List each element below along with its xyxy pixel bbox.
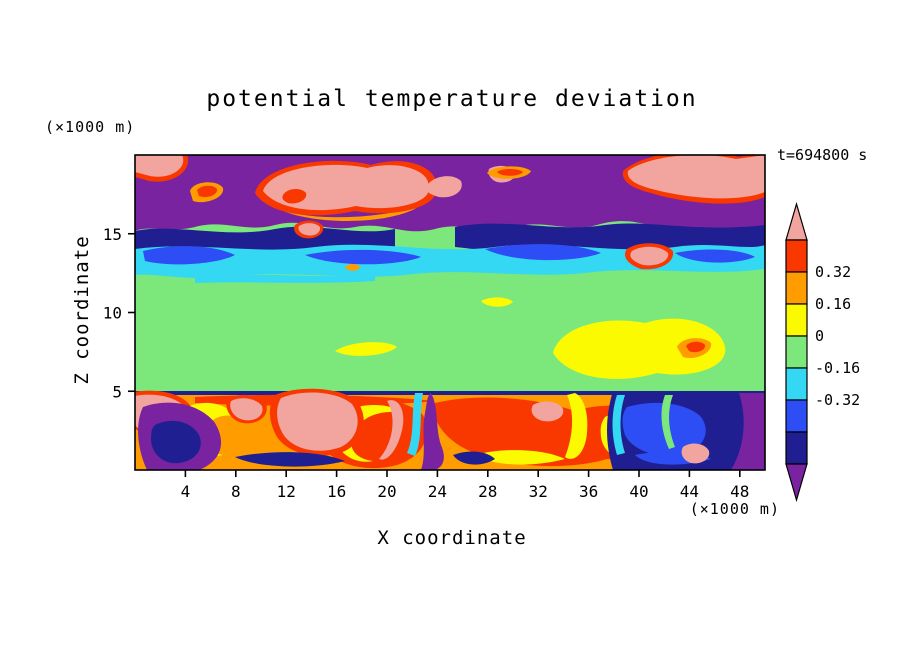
contour-region [481, 297, 513, 307]
y-tick-label: 5 [112, 382, 122, 401]
colorbar-cell [785, 271, 808, 305]
x-tick-label: 16 [327, 482, 346, 501]
contour-region [630, 246, 669, 266]
contour-region [686, 341, 706, 353]
y-axis-unit-label: (×1000 m) [45, 118, 136, 136]
x-tick-label: 20 [377, 482, 396, 501]
contour-region [565, 393, 588, 459]
x-tick-label: 4 [181, 482, 191, 501]
chart-title: potential temperature deviation [206, 86, 698, 112]
colorbar-label: 0 [815, 327, 824, 345]
time-annotation: t=694800 s [777, 146, 868, 164]
x-tick-label: 36 [579, 482, 598, 501]
contour-region [135, 155, 184, 177]
y-axis-label: Z coordinate [71, 235, 93, 385]
y-tick-label: 10 [103, 304, 122, 323]
colorbar-cell [785, 399, 808, 433]
x-tick-label: 12 [277, 482, 296, 501]
contour-region [681, 443, 710, 464]
colorbar: 0.32 0.16 0 -0.16 -0.32 [785, 201, 860, 503]
contour-region [497, 169, 523, 176]
contour-region [453, 451, 495, 465]
contour-region [531, 401, 564, 422]
contour-region [277, 392, 358, 451]
contour-region [675, 249, 755, 263]
x-axis-label: X coordinate [377, 527, 527, 549]
colorbar-arrow-top [785, 201, 808, 241]
colorbar-cell [785, 239, 808, 273]
contour-region [235, 452, 345, 467]
contour-region [407, 393, 423, 456]
colorbar-cell [785, 367, 808, 401]
contour-region [379, 400, 404, 460]
contour-region [421, 393, 444, 470]
colorbar-cell [785, 431, 808, 465]
colorbar-label: 0.16 [815, 295, 851, 313]
contour-region [197, 185, 218, 198]
colorbar-label: 0.32 [815, 263, 851, 281]
contour-region [731, 393, 765, 470]
x-axis-ticks: 4 8 12 16 20 24 28 32 36 40 44 48 [181, 470, 749, 501]
x-tick-label: 28 [478, 482, 497, 501]
contour-region [135, 244, 765, 279]
colorbar-label: -0.16 [815, 359, 860, 377]
x-tick-label: 40 [629, 482, 648, 501]
contour-region [345, 264, 360, 271]
x-tick-label: 32 [529, 482, 548, 501]
contour-region [485, 244, 601, 261]
contour-region [661, 395, 675, 449]
x-tick-label: 48 [730, 482, 749, 501]
x-tick-label: 8 [231, 482, 241, 501]
colorbar-arrow-bottom [785, 463, 808, 503]
contour-region [425, 176, 462, 198]
contour-region [143, 246, 235, 265]
colorbar-cell [785, 335, 808, 369]
contour-region [282, 189, 307, 204]
contour-region [335, 342, 397, 356]
x-axis-unit-label: (×1000 m) [689, 500, 780, 518]
y-axis-ticks: 5 10 15 [103, 225, 135, 401]
y-tick-label: 15 [103, 225, 122, 244]
contour-field [135, 155, 765, 470]
contour-region [195, 274, 375, 283]
contour-region [151, 420, 201, 464]
contour-region [298, 223, 321, 236]
contour-region [230, 398, 263, 421]
contour-region [612, 395, 625, 455]
contour-region [627, 155, 765, 199]
x-tick-label: 24 [428, 482, 447, 501]
contour-region [283, 205, 421, 222]
colorbar-label: -0.32 [815, 391, 860, 409]
contour-region [553, 318, 726, 379]
colorbar-cell [785, 303, 808, 337]
contour-region [305, 249, 421, 265]
contour-region [475, 450, 565, 465]
x-tick-label: 44 [680, 482, 699, 501]
